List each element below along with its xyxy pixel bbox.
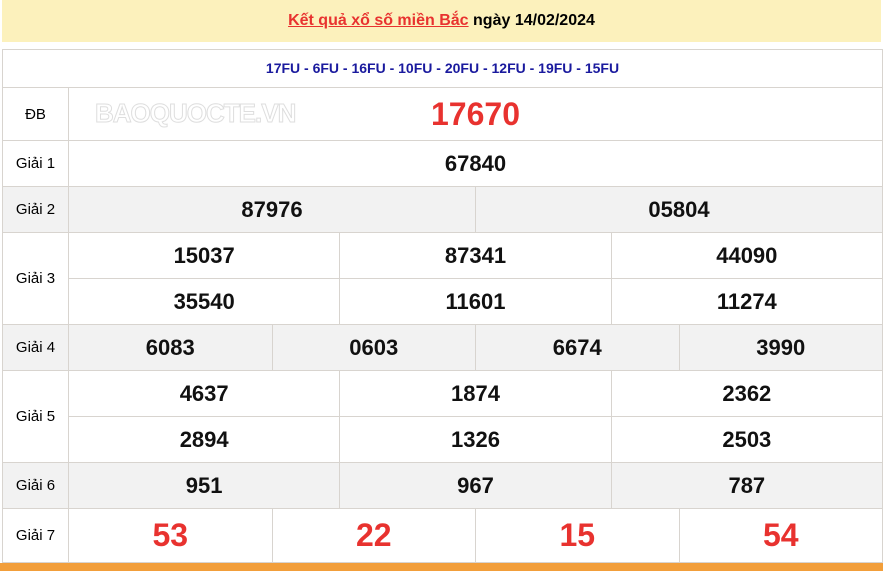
page-title: Kết quả xổ số miền Bắc ngày 14/02/2024 bbox=[2, 0, 881, 42]
prize-number: 6674 bbox=[475, 325, 679, 370]
prize-row: Giải 5 4637 1874 2362 2894 1326 2503 bbox=[3, 371, 882, 463]
prize-label: Giải 4 bbox=[3, 325, 69, 370]
prize-row: Giải 1 67840 bbox=[3, 141, 882, 187]
prize-number: 53 bbox=[152, 517, 189, 553]
prize-number: 17670 bbox=[431, 95, 520, 132]
prize-number: 44090 bbox=[610, 233, 882, 278]
prize-row: ĐB 17670 bbox=[3, 88, 882, 141]
prize-label: Giải 2 bbox=[3, 187, 69, 232]
prize-row: Giải 7 53 22 15 54 bbox=[3, 509, 882, 563]
prize-number: 2894 bbox=[179, 426, 229, 452]
prize-number: 11601 bbox=[339, 279, 610, 324]
prize-label: Giải 7 bbox=[3, 509, 69, 562]
prize-number: 951 bbox=[185, 472, 223, 498]
prize-number: 54 bbox=[678, 509, 883, 562]
footer-bar bbox=[0, 563, 883, 571]
prize-number: 2362 bbox=[610, 371, 882, 416]
prize-row: Giải 3 15037 87341 44090 35540 11601 11274 bbox=[3, 233, 882, 325]
prize-number: 1326 bbox=[339, 417, 610, 462]
prize-label: Giải 6 bbox=[3, 463, 69, 508]
prize-row: Giải 4 6083 0603 6674 3990 bbox=[3, 325, 882, 371]
prize-number: 4637 bbox=[179, 380, 229, 406]
prize-number: 87976 bbox=[241, 196, 303, 222]
prize-number: 67840 bbox=[444, 150, 507, 176]
results-table: 17FU - 6FU - 16FU - 10FU - 20FU - 12FU -… bbox=[2, 49, 883, 563]
prize-number: 15037 bbox=[173, 242, 235, 268]
prize-number: 6083 bbox=[145, 334, 195, 360]
prize-number: 11274 bbox=[610, 279, 882, 324]
prize-label: Giải 1 bbox=[3, 141, 69, 186]
prize-number: 35540 bbox=[173, 288, 235, 314]
prize-number: 1874 bbox=[339, 371, 610, 416]
prize-label: ĐB bbox=[3, 88, 69, 140]
special-codes: 17FU - 6FU - 16FU - 10FU - 20FU - 12FU -… bbox=[3, 50, 882, 88]
prize-label: Giải 3 bbox=[3, 233, 69, 324]
prize-row: Giải 6 951 967 787 bbox=[3, 463, 882, 509]
prize-number: 2503 bbox=[610, 417, 882, 462]
prize-number: 87341 bbox=[339, 233, 610, 278]
prize-number: 15 bbox=[475, 509, 679, 562]
prize-number: 05804 bbox=[475, 187, 882, 232]
title-link[interactable]: Kết quả xổ số miền Bắc bbox=[288, 12, 469, 29]
prize-number: 787 bbox=[610, 463, 882, 508]
title-date: ngày 14/02/2024 bbox=[473, 12, 595, 29]
prize-row: Giải 2 87976 05804 bbox=[3, 187, 882, 233]
prize-number: 967 bbox=[339, 463, 610, 508]
prize-number: 0603 bbox=[271, 325, 476, 370]
prize-number: 22 bbox=[271, 509, 476, 562]
prize-number: 3990 bbox=[678, 325, 883, 370]
prize-label: Giải 5 bbox=[3, 371, 69, 462]
